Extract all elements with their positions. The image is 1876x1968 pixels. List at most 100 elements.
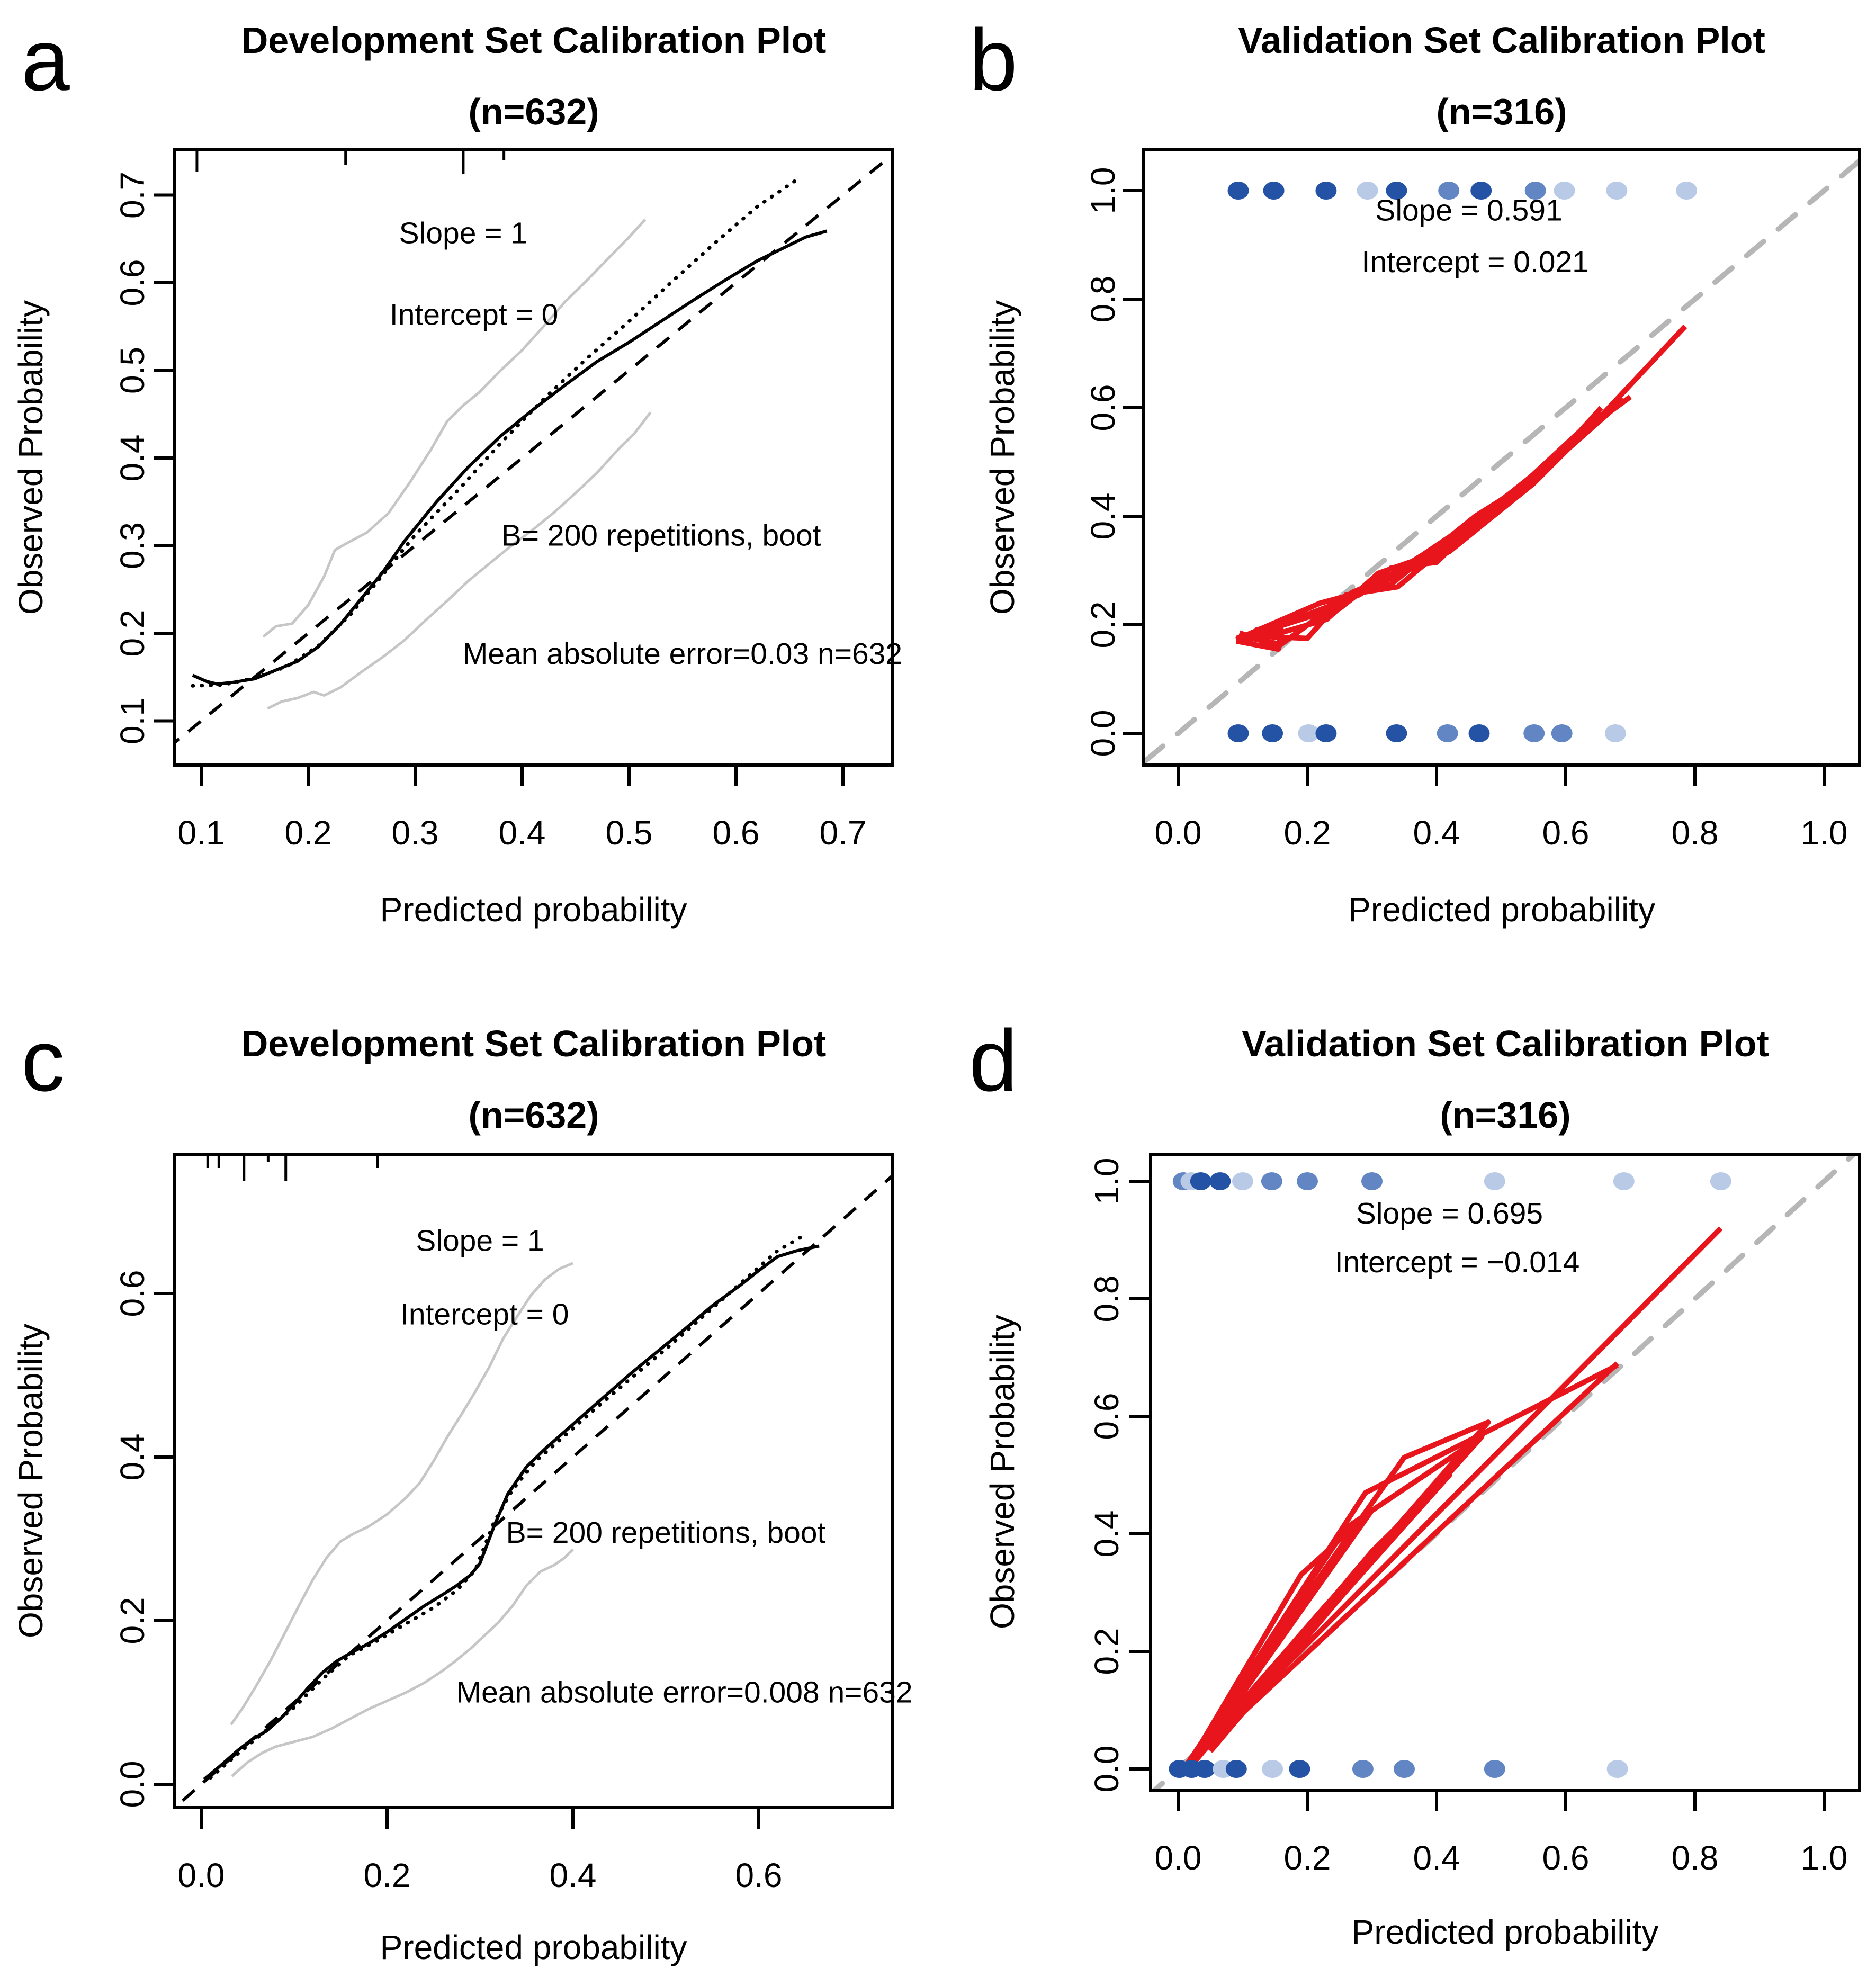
panel-a-y-tick-label: 0.1 bbox=[113, 697, 151, 744]
panel-a-x-tick-label: 0.7 bbox=[820, 814, 867, 852]
panel-c-x-tick-label: 0.4 bbox=[550, 1856, 597, 1894]
panel-a-annotation-3: Mean absolute error=0.03 n=632 bbox=[463, 637, 902, 671]
panel-d-outcome-dot-top-2 bbox=[1190, 1172, 1211, 1190]
panel-d-y-tick-label: 0.2 bbox=[1088, 1628, 1126, 1675]
panel-d-outcome-dot-bottom-5 bbox=[1262, 1760, 1283, 1778]
panel-d-y-tick-label: 0.4 bbox=[1088, 1511, 1126, 1558]
panel-b-outcome-dot-top-0 bbox=[1227, 182, 1249, 200]
panel-b-title-line2: (n=316) bbox=[1436, 91, 1567, 132]
panel-d-ideal-diagonal-line bbox=[1151, 1154, 1858, 1790]
panel-a-x-tick-label: 0.5 bbox=[606, 814, 653, 852]
panel-a-x-tick-label: 0.3 bbox=[392, 814, 439, 852]
panel-c-x-tick-label: 0.6 bbox=[735, 1856, 783, 1894]
panel-b-y-axis-label: Observed Probability bbox=[983, 300, 1021, 615]
panel-a-letter: a bbox=[21, 11, 70, 109]
panel-b-y-tick-label: 1.0 bbox=[1084, 167, 1122, 214]
panel-b-x-tick-label: 1.0 bbox=[1801, 814, 1848, 852]
panel-a-y-tick-label: 0.4 bbox=[113, 435, 151, 482]
panel-b: 0.0 0.2 0.4 0.6 0.8 1.0 0.0 0.2 0.4 0.6 0.8 1.0 b Val… bbox=[969, 11, 1861, 929]
panel-b-y-tick-label: 0.4 bbox=[1084, 493, 1122, 540]
panel-b-annotation-0: Slope = 0.591 bbox=[1375, 193, 1562, 227]
panel-a-x-tick-label: 0.4 bbox=[499, 814, 546, 852]
panel-d-x-tick-label: 0.4 bbox=[1413, 1839, 1460, 1877]
panel-d-plot-box bbox=[1149, 1153, 1861, 1792]
panel-c-y-tick-label: 0.2 bbox=[113, 1597, 151, 1645]
panel-a-bias_corrected-line bbox=[192, 229, 828, 686]
panel-d-y-tick-label: 0.6 bbox=[1088, 1393, 1126, 1440]
panel-c-y-tick-label: 0.0 bbox=[113, 1761, 151, 1808]
panel-a-title-line2: (n=632) bbox=[468, 91, 599, 132]
panel-c-title-line2: (n=632) bbox=[468, 1094, 599, 1136]
panel-b-outcome-dot-bottom-7 bbox=[1523, 724, 1545, 742]
panel-c-x-tick-label: 0.2 bbox=[364, 1856, 411, 1894]
panel-c-annotation-3: Mean absolute error=0.008 n=632 bbox=[456, 1676, 913, 1710]
panel-b-outcome-dot-bottom-4 bbox=[1386, 724, 1407, 742]
panel-b-calibration-web-line-7 bbox=[1261, 427, 1584, 641]
panel-c-annotation-1: Intercept = 0 bbox=[400, 1298, 569, 1332]
panel-a-y-tick-label: 0.7 bbox=[113, 172, 151, 219]
panel-c-letter: c bbox=[21, 1012, 65, 1109]
panel-d-outcome-dot-top-7 bbox=[1361, 1172, 1383, 1190]
panel-d-outcome-dot-bottom-6 bbox=[1289, 1760, 1310, 1778]
panel-c-y-tick-label: 0.4 bbox=[113, 1434, 151, 1481]
panel-b-x-axis-label: Predicted probability bbox=[1348, 891, 1655, 929]
panel-b-outcome-dot-top-10 bbox=[1676, 182, 1698, 200]
panel-b-x-tick-label: 0.6 bbox=[1542, 814, 1590, 852]
panel-d-annotation-0: Slope = 0.695 bbox=[1356, 1197, 1543, 1230]
panel-a-y-tick-label: 0.3 bbox=[113, 522, 151, 569]
panel-a-apparent-line bbox=[191, 179, 797, 688]
panel-c-ci_upper-line bbox=[230, 1262, 573, 1726]
panel-a-y-axis-label: Observed Probability bbox=[12, 300, 50, 615]
panel-b-x-tick-label: 0.8 bbox=[1672, 814, 1719, 852]
panel-d-outcome-dot-bottom-4 bbox=[1225, 1760, 1247, 1778]
panel-d-title-line1: Validation Set Calibration Plot bbox=[1242, 1023, 1769, 1064]
panel-d-y-tick-label: 0.0 bbox=[1088, 1746, 1126, 1793]
panel-b-y-tick-label: 0.2 bbox=[1084, 601, 1122, 649]
panel-b-outcome-dot-bottom-9 bbox=[1604, 724, 1626, 742]
panel-d-outcome-dot-top-4 bbox=[1232, 1172, 1253, 1190]
panel-c-plot-area bbox=[181, 1174, 892, 1802]
panel-c-title-line1: Development Set Calibration Plot bbox=[241, 1023, 827, 1064]
panel-b-outcome-dot-top-6 bbox=[1470, 182, 1492, 200]
panel-b-y-tick-label: 0.6 bbox=[1084, 384, 1122, 432]
panel-d-x-axis-label: Predicted probability bbox=[1352, 1913, 1659, 1951]
panel-b-outcome-dot-top-7 bbox=[1524, 182, 1546, 200]
panel-b-title-line1: Validation Set Calibration Plot bbox=[1238, 20, 1765, 61]
panel-c-bias_corrected-line bbox=[203, 1244, 820, 1781]
panel-c-y-axis-label: Observed Probability bbox=[12, 1324, 50, 1638]
panel-d-outcome-dot-bottom-7 bbox=[1352, 1760, 1374, 1778]
panel-a-y-tick-label: 0.5 bbox=[113, 347, 151, 394]
panel-c-x-axis-label: Predicted probability bbox=[380, 1928, 687, 1966]
panel-a-y-tick-label: 0.6 bbox=[113, 259, 151, 307]
panel-b-outcome-dot-top-2 bbox=[1315, 182, 1337, 200]
panel-d-annotation-1: Intercept = −0.014 bbox=[1335, 1245, 1580, 1279]
panel-d-outcome-dot-top-3 bbox=[1209, 1172, 1231, 1190]
panel-b-outcome-dot-bottom-0 bbox=[1227, 724, 1249, 742]
panel-b-outcome-dot-top-4 bbox=[1386, 182, 1407, 200]
panel-a-x-tick-label: 0.2 bbox=[285, 814, 332, 852]
panel-b-plot-area bbox=[1144, 157, 1860, 763]
panel-d-outcome-dot-top-8 bbox=[1484, 1172, 1505, 1190]
panel-a-ci_lower-line bbox=[267, 411, 652, 710]
panel-a-x-tick-label: 0.1 bbox=[178, 814, 225, 852]
panel-d-outcome-dot-bottom-8 bbox=[1394, 1760, 1415, 1778]
panel-b-y-tick-label: 0.8 bbox=[1084, 276, 1122, 323]
panel-c-annotation-0: Slope = 1 bbox=[416, 1224, 544, 1258]
panel-d: 0.0 0.2 0.4 0.6 0.8 1.0 0.0 0.2 0.4 0.6 0.8 1.0 d Val… bbox=[969, 1012, 1861, 1951]
panel-b-plot-box bbox=[1142, 148, 1861, 767]
panel-d-outcome-dot-bottom-2 bbox=[1194, 1760, 1215, 1778]
panel-d-letter: d bbox=[969, 1012, 1018, 1109]
panel-b-outcome-dot-bottom-6 bbox=[1468, 724, 1490, 742]
panel-d-x-tick-label: 0.2 bbox=[1284, 1839, 1331, 1877]
panel-b-outcome-dot-top-3 bbox=[1357, 182, 1378, 200]
panel-c-ideal-line bbox=[181, 1174, 892, 1802]
panel-b-outcome-dot-bottom-8 bbox=[1551, 724, 1573, 742]
panel-d-y-tick-label: 0.8 bbox=[1088, 1275, 1126, 1323]
panel-b-annotation-1: Intercept = 0.021 bbox=[1361, 245, 1588, 279]
panel-a-x-axis-label: Predicted probability bbox=[380, 891, 687, 929]
panel-d-title-line2: (n=316) bbox=[1440, 1094, 1570, 1136]
panel-a-y-tick-label: 0.2 bbox=[113, 610, 151, 657]
panel-a-x-tick-label: 0.6 bbox=[713, 814, 760, 852]
panel-a-annotation-0: Slope = 1 bbox=[399, 217, 527, 250]
